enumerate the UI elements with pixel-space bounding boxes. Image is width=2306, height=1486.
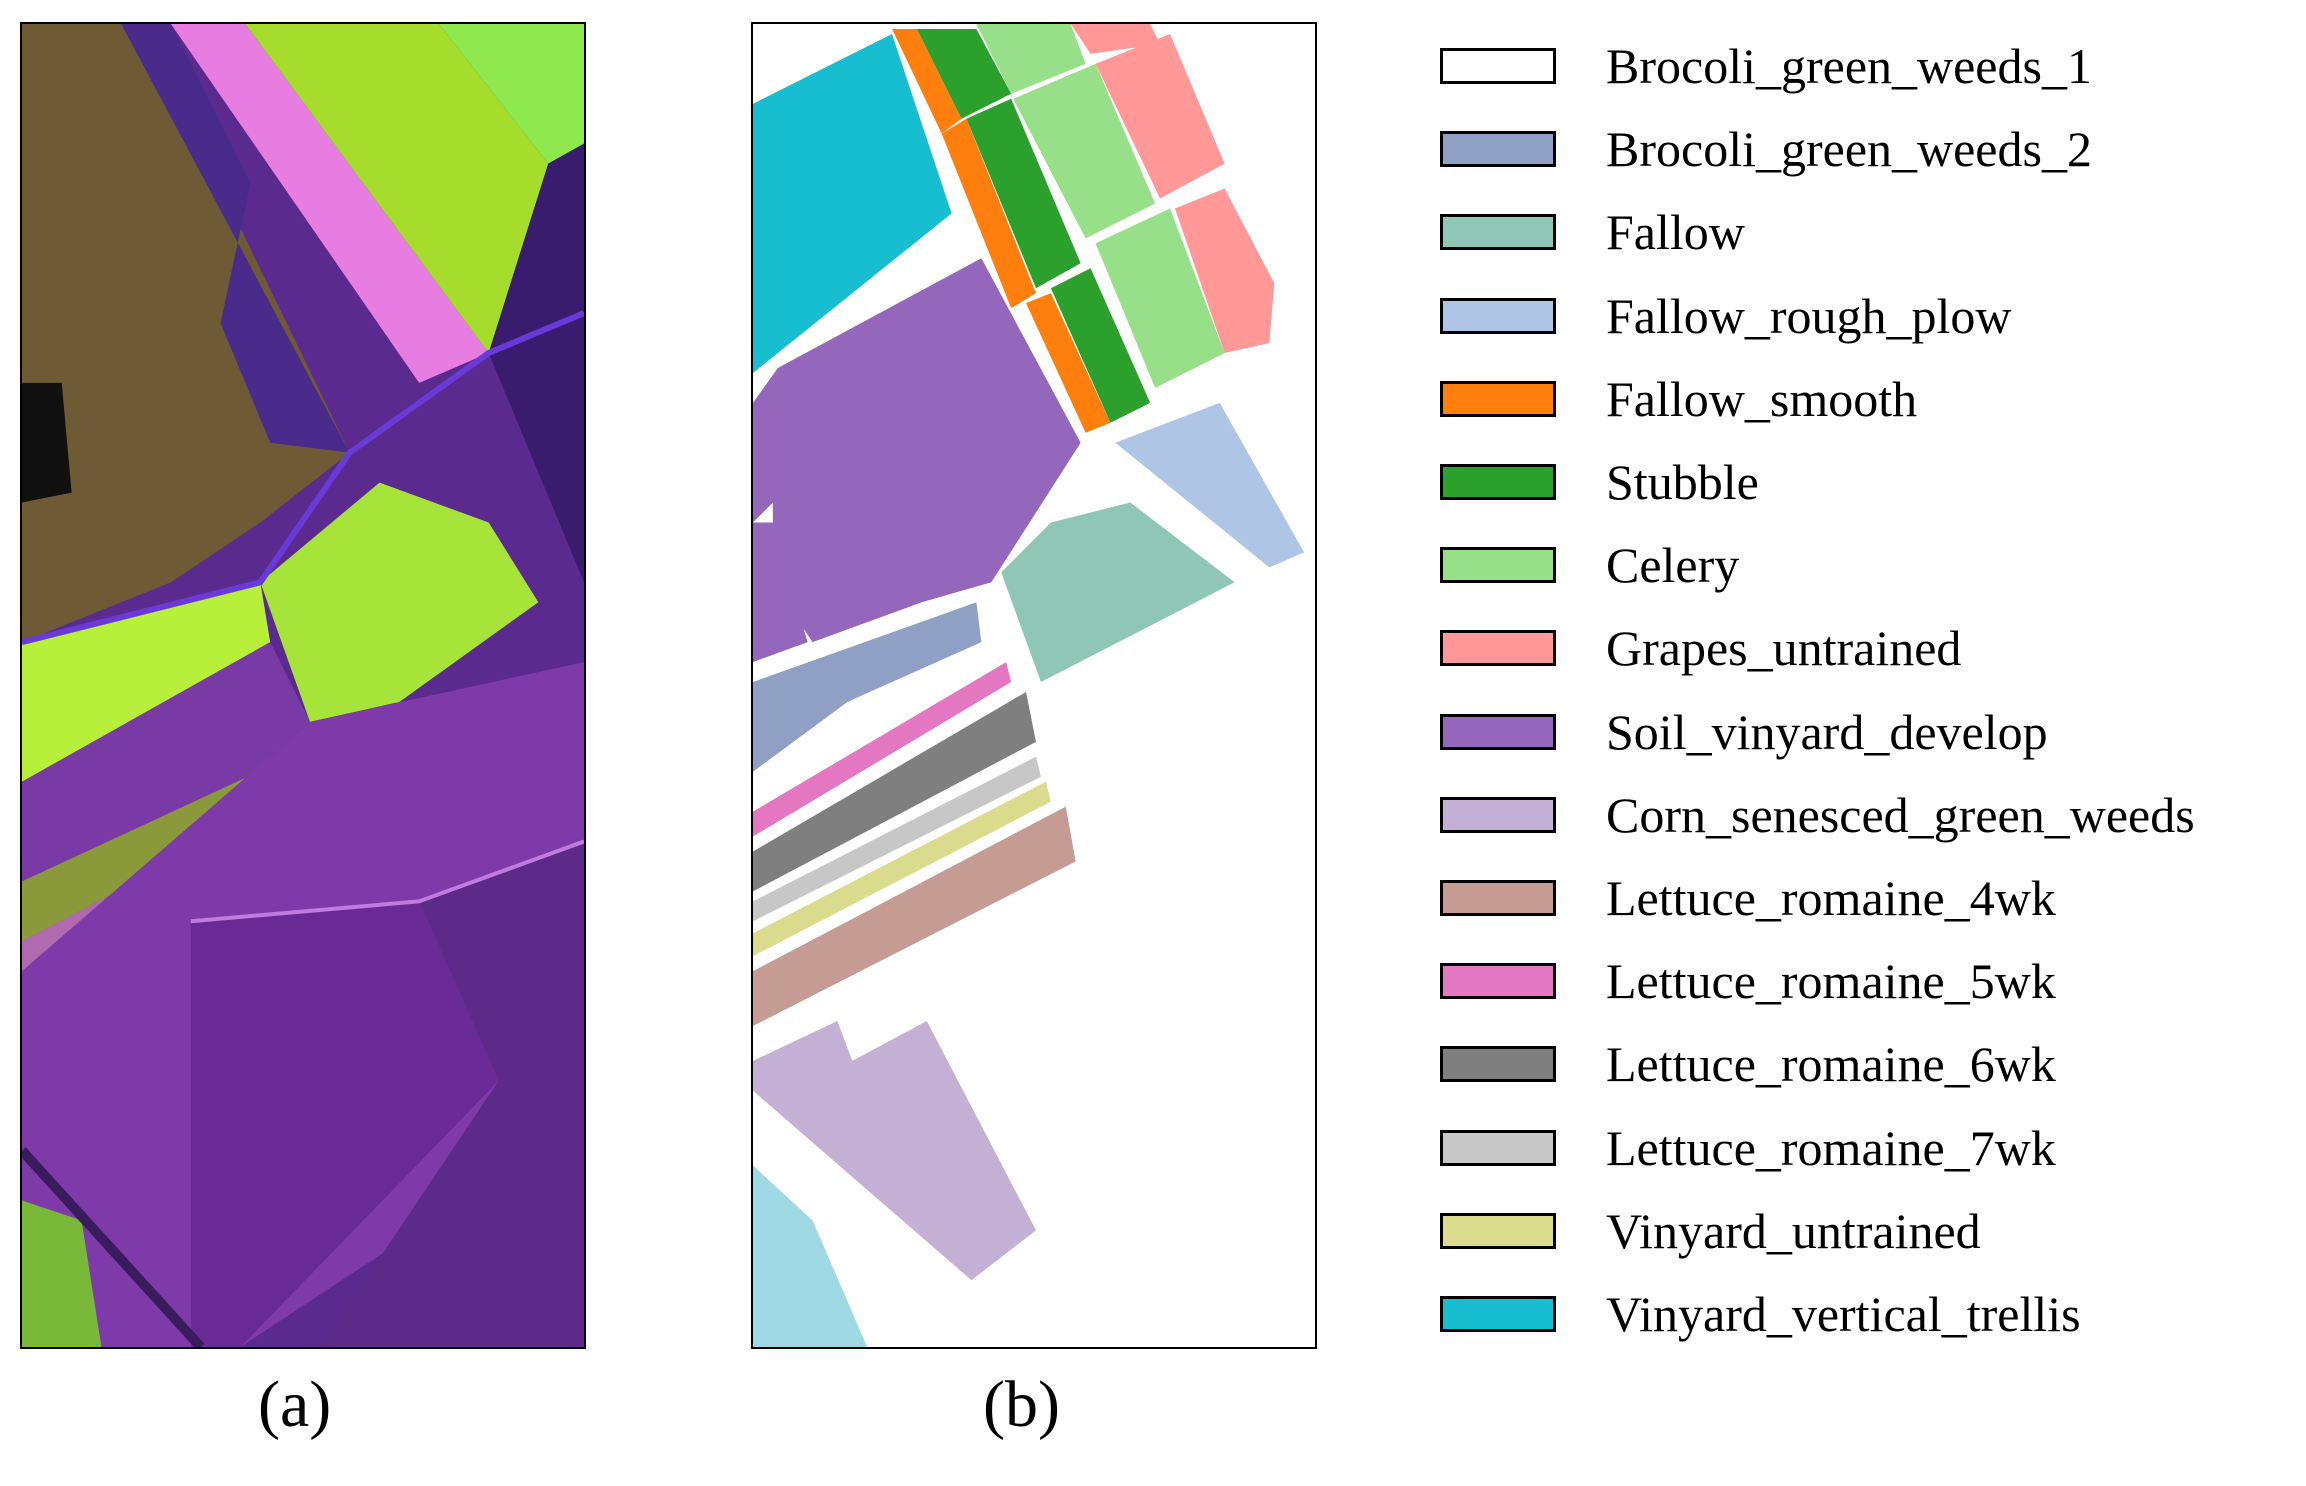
legend-swatch	[1440, 214, 1556, 251]
legend-swatch	[1440, 796, 1556, 833]
legend-swatch	[1440, 963, 1556, 1000]
legend-swatch	[1440, 713, 1556, 750]
caption-b: (b)	[983, 1368, 1060, 1441]
legend-label: Celery	[1606, 537, 1740, 594]
legend-swatch	[1440, 1296, 1556, 1332]
false-color-image-graphic	[22, 24, 584, 1347]
legend-swatch	[1440, 1212, 1556, 1249]
legend-label: Brocoli_green_weeds_1	[1606, 38, 2092, 94]
legend-label: Lettuce_romaine_5wk	[1606, 953, 2056, 1010]
legend-label: Lettuce_romaine_6wk	[1606, 1036, 2056, 1093]
legend-label: Vinyard_vertical_trellis	[1606, 1286, 2081, 1342]
ground-truth-map	[751, 22, 1317, 1349]
legend-item: Fallow_rough_plow	[1440, 276, 2012, 356]
legend-swatch	[1440, 630, 1556, 667]
false-color-image	[20, 22, 586, 1349]
legend-item: Grapes_untrained	[1440, 608, 1961, 688]
ground-truth-map-graphic	[753, 24, 1305, 1347]
legend-label: Stubble	[1606, 454, 1759, 510]
legend-item: Vinyard_vertical_trellis	[1440, 1274, 2081, 1354]
legend-label: Fallow	[1606, 204, 1745, 261]
legend-label: Corn_senesced_green_weeds	[1606, 786, 2195, 843]
legend-label: Soil_vinyard_develop	[1606, 703, 2048, 760]
legend-item: Corn_senesced_green_weeds	[1440, 775, 2195, 855]
legend-label: Lettuce_romaine_4wk	[1606, 870, 2056, 926]
legend-item: Fallow	[1440, 192, 1745, 272]
legend-item: Fallow_smooth	[1440, 359, 1917, 439]
legend-swatch	[1440, 1046, 1556, 1083]
legend-label: Lettuce_romaine_7wk	[1606, 1119, 2056, 1176]
legend-label: Fallow_smooth	[1606, 370, 1918, 427]
legend-item: Brocoli_green_weeds_1	[1440, 26, 2092, 106]
legend-label: Vinyard_untrained	[1606, 1202, 1981, 1259]
legend-label: Brocoli_green_weeds_2	[1606, 121, 2092, 178]
legend-label: Fallow_rough_plow	[1606, 287, 2012, 344]
legend-item: Brocoli_green_weeds_2	[1440, 109, 2092, 189]
legend-swatch	[1440, 547, 1556, 584]
legend-item: Lettuce_romaine_7wk	[1440, 1108, 2056, 1188]
legend-item: Vinyard_untrained	[1440, 1191, 1981, 1271]
caption-a: (a)	[258, 1368, 332, 1441]
legend-item: Celery	[1440, 525, 1739, 605]
legend-item: Lettuce_romaine_6wk	[1440, 1024, 2056, 1104]
legend-swatch	[1440, 1129, 1556, 1166]
legend-item: Stubble	[1440, 442, 1759, 522]
legend-swatch	[1440, 131, 1556, 168]
legend-item: Soil_vinyard_develop	[1440, 692, 2048, 772]
legend-swatch	[1440, 380, 1556, 417]
legend-label: Grapes_untrained	[1606, 620, 1962, 677]
legend-swatch	[1440, 464, 1556, 500]
legend-swatch	[1440, 880, 1556, 916]
legend-swatch	[1440, 297, 1556, 334]
legend-item: Lettuce_romaine_4wk	[1440, 858, 2056, 938]
legend-swatch	[1440, 48, 1556, 84]
legend-item: Lettuce_romaine_5wk	[1440, 941, 2056, 1021]
